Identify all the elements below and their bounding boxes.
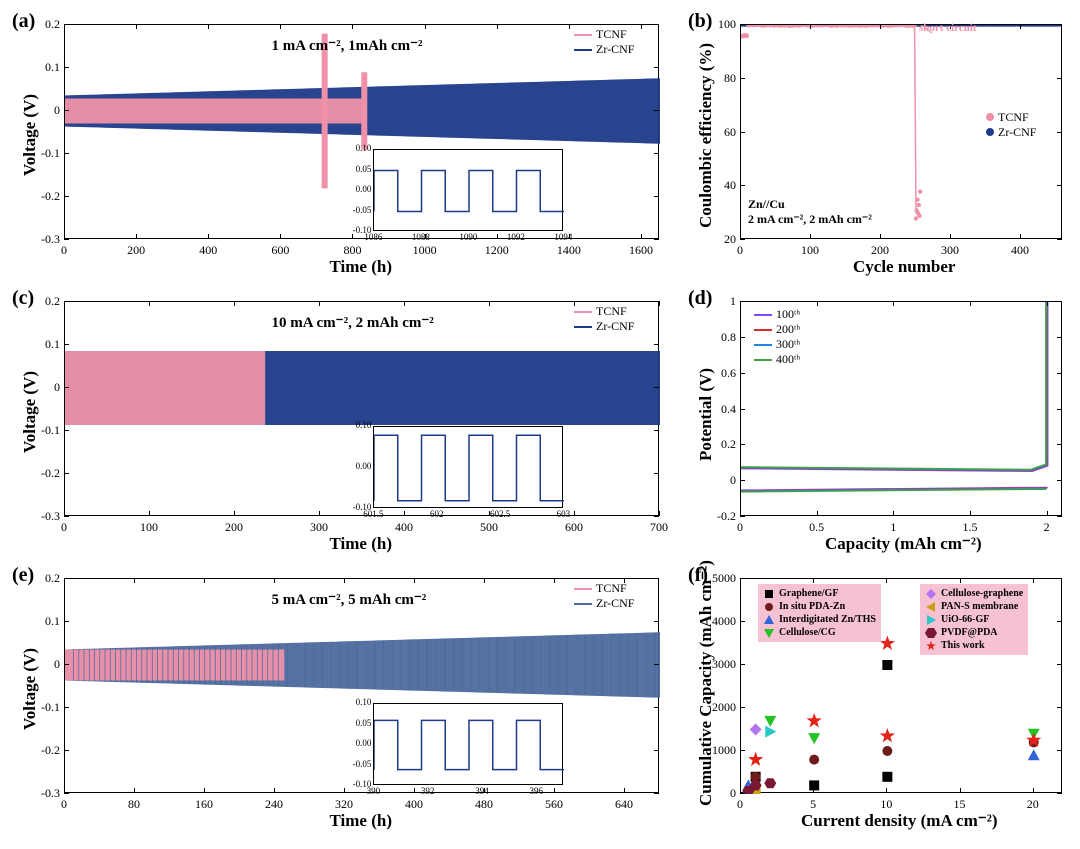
- legend-f: Graphene/GFIn situ PDA-ZnInterdigitated …: [758, 584, 881, 642]
- xtitle-c: Time (h): [330, 534, 393, 554]
- xtitle-f: Current density (mA cm⁻²): [801, 811, 997, 831]
- ytitle-f: Cumulative Capacity (mAh cm⁻²): [696, 560, 716, 806]
- inset-e: [373, 703, 563, 785]
- xtitle-b: Cycle number: [853, 257, 955, 277]
- xtitle-a: Time (h): [330, 257, 393, 277]
- xtitle-d: Capacity (mAh cm⁻²): [825, 534, 982, 554]
- xtitle-e: Time (h): [330, 811, 393, 831]
- inset-c: [373, 426, 563, 508]
- inset-a: [373, 149, 563, 231]
- legend-d: 100ᵗʰ200ᵗʰ300ᵗʰ400ᵗʰ: [754, 307, 800, 367]
- legend-e: TCNFZr-CNF: [574, 581, 634, 611]
- legend-a: TCNFZr-CNF: [574, 27, 634, 57]
- panel-c: [64, 301, 659, 516]
- legend-c: TCNFZr-CNF: [574, 304, 634, 334]
- legend-f: Cellulose-graphenePAN-S membraneUiO-66-G…: [920, 584, 1028, 655]
